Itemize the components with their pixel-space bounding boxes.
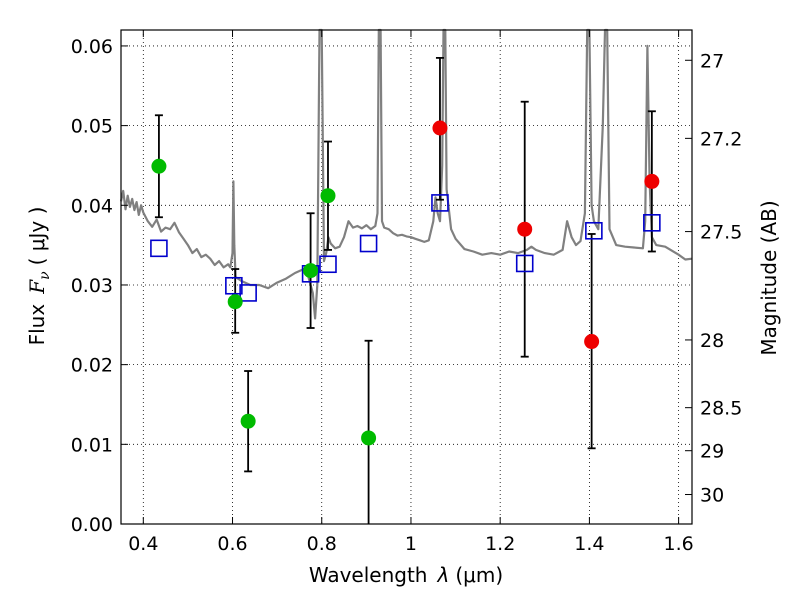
x-axis-label: Wavelength λ (μm): [309, 563, 503, 587]
model-photometry-square: [431, 194, 449, 212]
magnitude-tick-label: 30: [700, 485, 724, 507]
x-tick-label: 0.6: [217, 533, 247, 555]
x-tick-label: 1: [405, 533, 417, 555]
data-point: [151, 158, 167, 174]
magnitude-axis-label: Magnitude (AB): [757, 200, 781, 355]
data-point: [517, 221, 533, 237]
y-tick-label: 0.06: [71, 36, 113, 58]
model-spectrum-layer: [119, 28, 693, 320]
model-photometry-square: [319, 255, 337, 274]
y-axis-ticks: 0.00 0.01 0.02 0.03 0.04 0.05 0.06: [71, 36, 128, 536]
model-photometry-square: [150, 239, 168, 258]
data-point: [584, 334, 600, 350]
y-tick-label: 0.00: [71, 514, 113, 536]
x-tick-label: 0.4: [128, 533, 158, 555]
grid-lines: [121, 30, 692, 525]
plot-frame: [120, 29, 693, 525]
y-axis-label: Flux Fν ( μJy ): [25, 207, 53, 346]
data-point: [320, 188, 336, 204]
model-photometry-square: [225, 276, 243, 295]
data-point: [303, 263, 319, 279]
magnitude-tick-label: 28.5: [700, 398, 742, 420]
y-tick-label: 0.04: [71, 195, 113, 217]
y-axis-label-subscript: ν: [37, 271, 53, 280]
y-axis-label-symbol: F: [25, 279, 49, 295]
data-markers-layer: [150, 120, 661, 446]
y-tick-label: 0.05: [71, 116, 113, 138]
x-tick-label: 1.4: [574, 533, 604, 555]
data-point: [361, 430, 377, 446]
x-tick-label: 1.2: [485, 533, 515, 555]
model-photometry-square: [643, 214, 661, 232]
y-tick-label: 0.01: [71, 434, 113, 456]
error-bars-layer: [154, 56, 656, 524]
data-point: [644, 173, 660, 189]
x-tick-label: 1.6: [664, 533, 694, 555]
magnitude-tick-label: 28: [700, 330, 724, 352]
y-tick-label: 0.03: [71, 275, 113, 297]
data-point: [432, 120, 448, 136]
y-axis-label-unit: ( μJy ): [25, 207, 49, 266]
x-tick-label: 0.8: [307, 533, 337, 555]
x-axis-label-text: Wavelength: [309, 563, 428, 587]
magnitude-tick-label: 27.2: [700, 128, 742, 150]
magnitude-axis-ticks: 27 27.2 27.5 28 28.5 29 30: [685, 50, 742, 507]
model-photometry-square: [239, 284, 257, 302]
data-point: [240, 413, 256, 429]
model-photometry-square: [585, 221, 603, 240]
y-tick-label: 0.02: [71, 355, 113, 377]
x-axis-label-symbol: λ: [437, 563, 450, 587]
y-axis-label-text: Flux: [25, 304, 49, 346]
x-axis-label-unit: (μm): [455, 563, 503, 587]
magnitude-tick-label: 27.5: [700, 222, 742, 244]
model-spectrum-line: [119, 28, 693, 320]
model-photometry-square: [359, 234, 378, 253]
magnitude-tick-label: 27: [700, 50, 724, 72]
data-point: [227, 294, 243, 310]
magnitude-tick-label: 29: [700, 441, 724, 463]
x-axis-ticks: 0.4 0.6 0.8 1 1.2 1.4 1.6: [128, 30, 694, 555]
model-photometry-square: [515, 254, 534, 273]
